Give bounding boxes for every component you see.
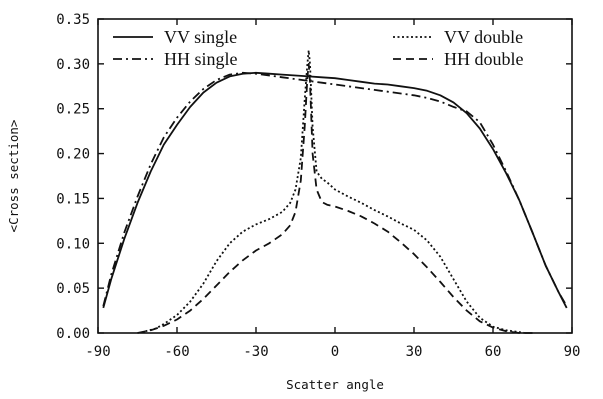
legend-label-1: VV single (164, 27, 237, 47)
y-tick-label-0: 0.00 (56, 326, 90, 342)
y-tick-label-6: 0.30 (56, 57, 90, 73)
series-line-1 (102, 71, 568, 309)
y-axis-label: <Cross section> (6, 120, 21, 233)
x-tick-label-0: -90 (85, 344, 110, 360)
series-line-2 (102, 71, 568, 307)
x-tick-label-3: 0 (331, 344, 339, 360)
y-tick-label-3: 0.15 (56, 191, 90, 207)
axis-ticks: -90 -60 -30 0 30 60 90 0.00 0.05 0.10 0.15 0.20 0.25… (56, 12, 580, 360)
series-line-4 (137, 63, 533, 334)
x-tick-label-4: 30 (406, 344, 423, 360)
series-layer (102, 49, 568, 334)
y-tick-label-7: 0.35 (56, 12, 90, 28)
y-tick-label-4: 0.20 (56, 147, 90, 163)
legend-label-3: VV double (444, 27, 523, 47)
y-tick-label-5: 0.25 (56, 102, 90, 118)
y-tick-label-2: 0.10 (56, 236, 90, 252)
legend-label-2: HH single (164, 49, 238, 69)
x-tick-label-1: -60 (164, 344, 189, 360)
x-tick-label-2: -30 (243, 344, 268, 360)
x-axis-label: Scatter angle (286, 377, 384, 392)
x-tick-label-5: 60 (485, 344, 502, 360)
x-tick-label-6: 90 (564, 344, 581, 360)
series-line-3 (145, 49, 525, 334)
legend-label-4: HH double (444, 49, 524, 69)
y-tick-label-1: 0.05 (56, 281, 90, 297)
